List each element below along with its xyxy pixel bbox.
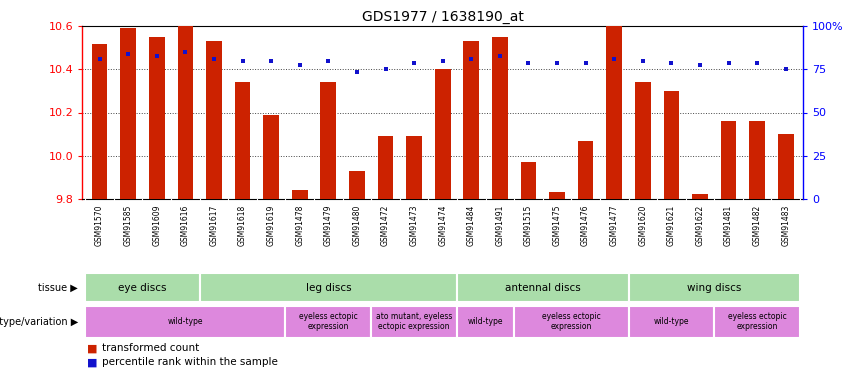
Bar	[234, 82, 251, 199]
Text: percentile rank within the sample: percentile rank within the sample	[102, 357, 278, 368]
Text: GSM91620: GSM91620	[638, 205, 648, 246]
Bar	[549, 192, 565, 199]
Bar	[663, 91, 680, 199]
Text: transformed count: transformed count	[102, 343, 199, 353]
Text: GSM91618: GSM91618	[238, 205, 247, 246]
Bar	[749, 121, 765, 199]
Title: GDS1977 / 1638190_at: GDS1977 / 1638190_at	[362, 10, 523, 24]
Text: genotype/variation ▶: genotype/variation ▶	[0, 316, 78, 327]
Bar	[635, 82, 651, 199]
Text: wing discs: wing discs	[687, 283, 741, 293]
Text: leg discs: leg discs	[306, 283, 352, 293]
Bar	[178, 26, 194, 199]
Text: GSM91476: GSM91476	[581, 205, 590, 246]
Text: GSM91621: GSM91621	[667, 205, 676, 246]
Text: wild-type: wild-type	[468, 317, 503, 326]
Text: ■: ■	[87, 343, 97, 353]
Bar	[349, 171, 365, 199]
Text: GSM91472: GSM91472	[381, 205, 390, 246]
Bar	[628, 306, 714, 338]
Bar	[85, 306, 286, 338]
Bar	[320, 82, 336, 199]
Text: GSM91619: GSM91619	[266, 205, 276, 246]
Bar	[457, 273, 628, 302]
Text: GSM91585: GSM91585	[124, 205, 133, 246]
Bar	[778, 134, 793, 199]
Text: eyeless ectopic
expression: eyeless ectopic expression	[299, 312, 358, 331]
Text: antennal discs: antennal discs	[505, 283, 581, 293]
Bar	[607, 26, 622, 199]
Text: GSM91473: GSM91473	[410, 205, 418, 246]
Text: ■: ■	[87, 357, 97, 368]
Bar	[286, 306, 372, 338]
Text: GSM91616: GSM91616	[181, 205, 190, 246]
Bar	[628, 273, 800, 302]
Bar	[435, 69, 450, 199]
Text: ato mutant, eyeless
ectopic expression: ato mutant, eyeless ectopic expression	[376, 312, 452, 331]
Text: GSM91480: GSM91480	[352, 205, 361, 246]
Text: GSM91483: GSM91483	[781, 205, 790, 246]
Text: GSM91570: GSM91570	[95, 205, 104, 246]
Text: tissue ▶: tissue ▶	[38, 283, 78, 293]
Text: GSM91479: GSM91479	[324, 205, 332, 246]
Bar	[121, 28, 136, 199]
Bar	[292, 190, 307, 199]
Bar	[464, 41, 479, 199]
Bar	[206, 41, 222, 199]
Text: wild-type: wild-type	[168, 317, 203, 326]
Text: eyeless ectopic
expression: eyeless ectopic expression	[727, 312, 786, 331]
Text: GSM91622: GSM91622	[695, 205, 705, 246]
Text: GSM91484: GSM91484	[467, 205, 476, 246]
Bar	[457, 306, 514, 338]
Bar	[200, 273, 457, 302]
Bar	[492, 37, 508, 199]
Bar	[720, 121, 736, 199]
Text: GSM91491: GSM91491	[496, 205, 504, 246]
Text: GSM91474: GSM91474	[438, 205, 447, 246]
Bar	[372, 306, 457, 338]
Text: GSM91477: GSM91477	[609, 205, 619, 246]
Bar	[149, 37, 165, 199]
Text: eye discs: eye discs	[118, 283, 167, 293]
Text: GSM91478: GSM91478	[295, 205, 305, 246]
Bar	[263, 115, 279, 199]
Bar	[92, 44, 108, 199]
Text: GSM91617: GSM91617	[209, 205, 219, 246]
Text: GSM91515: GSM91515	[524, 205, 533, 246]
Text: GSM91481: GSM91481	[724, 205, 733, 246]
Bar	[714, 306, 800, 338]
Text: wild-type: wild-type	[654, 317, 689, 326]
Bar	[514, 306, 628, 338]
Text: GSM91482: GSM91482	[753, 205, 761, 246]
Text: GSM91609: GSM91609	[152, 205, 161, 246]
Bar	[406, 136, 422, 199]
Text: eyeless ectopic
expression: eyeless ectopic expression	[542, 312, 601, 331]
Bar	[692, 195, 707, 199]
Bar	[378, 136, 393, 199]
Text: GSM91475: GSM91475	[553, 205, 562, 246]
Bar	[85, 273, 200, 302]
Bar	[578, 141, 594, 199]
Bar	[521, 162, 536, 199]
